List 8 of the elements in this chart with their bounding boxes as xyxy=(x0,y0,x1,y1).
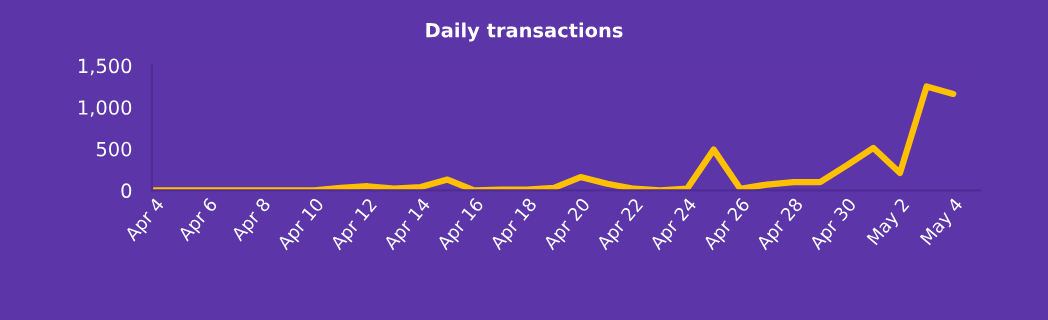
x-tick-label: Apr 30 xyxy=(808,197,860,253)
y-tick-label: 1,500 xyxy=(78,58,132,76)
y-tick-label: 1,000 xyxy=(78,100,132,117)
chart-title: Daily transactions xyxy=(426,22,623,42)
x-tick-label: Apr 14 xyxy=(382,197,434,253)
y-tick-label: 0 xyxy=(121,183,132,199)
y-tick-label: 500 xyxy=(96,141,132,157)
x-tick-label: Apr 22 xyxy=(595,197,647,253)
